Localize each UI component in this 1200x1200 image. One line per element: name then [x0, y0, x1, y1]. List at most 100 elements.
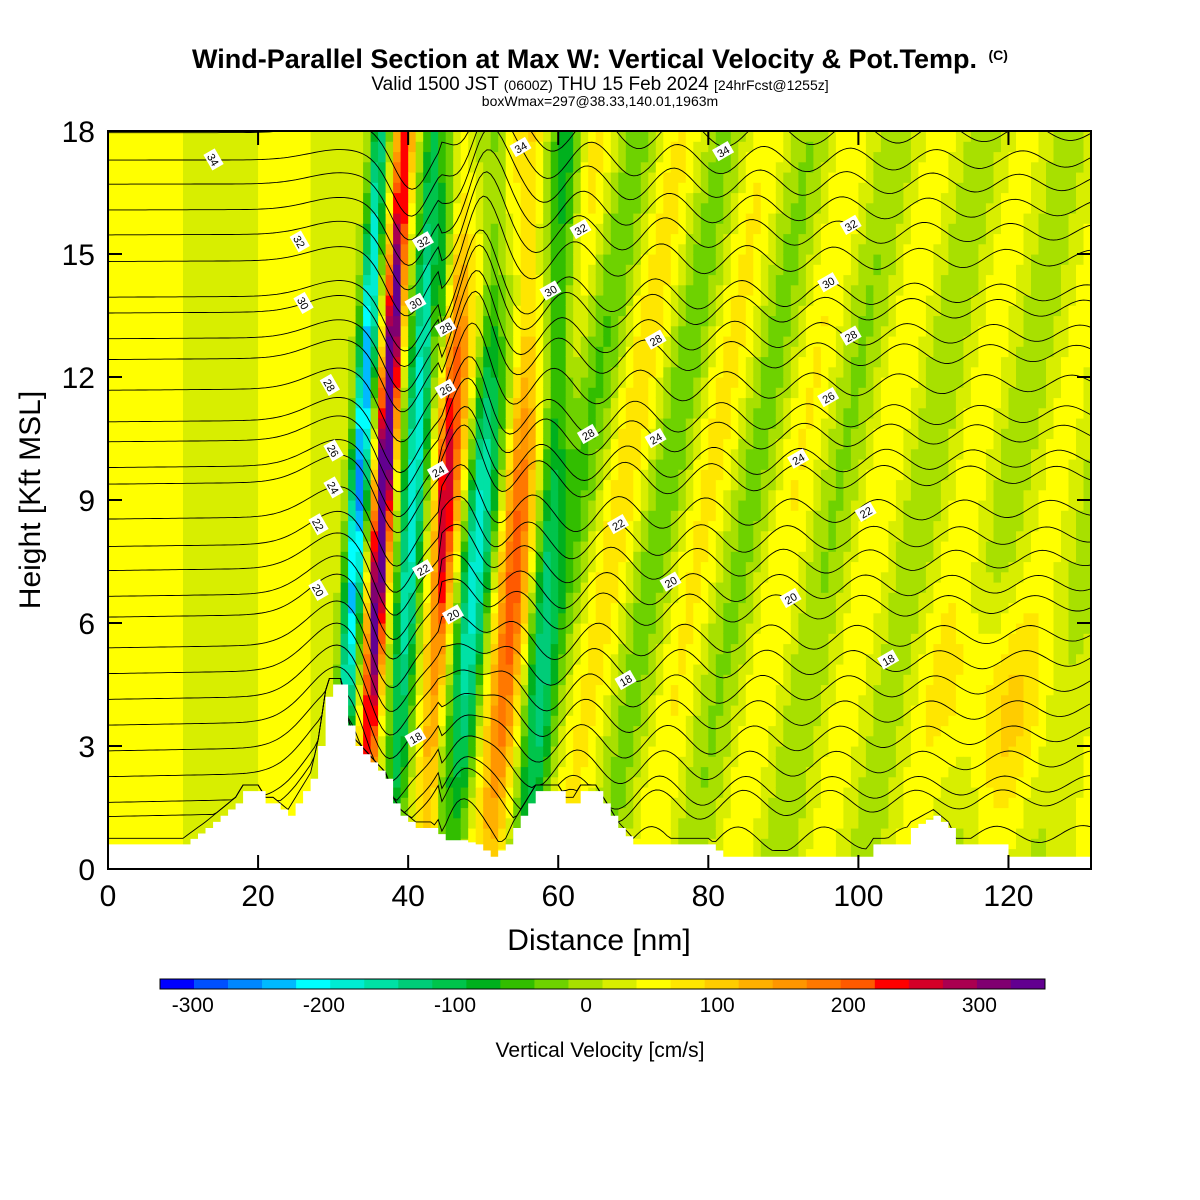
contour-label-text: 32: [415, 234, 432, 251]
colorbar-swatch: [534, 979, 569, 989]
colorbar-swatch: [194, 979, 229, 989]
theta-contour-line: [108, 677, 1091, 783]
forecast-info: [24hrFcst@1255z]: [714, 77, 829, 93]
contour-label-text: 32: [573, 222, 590, 239]
colorbar-swatch: [296, 979, 331, 989]
y-tick-label: 15: [62, 239, 95, 272]
theta-contour-line: [108, 573, 1091, 660]
contour-label-text: 22: [610, 517, 627, 534]
contour-label: 24: [644, 427, 667, 449]
colorbar-swatch: [806, 979, 842, 989]
contour-label-text: 34: [204, 152, 221, 169]
theta-contour-line: [108, 523, 1091, 616]
contour-label-text: 20: [663, 575, 680, 592]
y-axis: 0 3 6 9 12 15 18: [62, 116, 1091, 887]
contour-label: 34: [712, 140, 735, 162]
theta-contour-line: [108, 290, 1091, 413]
colorbar-swatch: [874, 979, 910, 989]
contour-label-text: 24: [791, 452, 808, 469]
x-tick-label: 0: [100, 880, 117, 913]
contour-label: 24: [426, 460, 449, 481]
contour-label-text: 28: [843, 329, 860, 346]
colorbar-swatch: [466, 979, 501, 989]
colorbar-swatch: [398, 979, 433, 989]
y-tick-label: 3: [78, 731, 95, 764]
contour-label-text: 22: [415, 562, 432, 579]
y-tick-label: 18: [62, 116, 95, 149]
theta-contour-line: [108, 644, 1091, 736]
contour-labels: 34 32 30 28 26 24 22 20 32 30 28 26 24 22 20 18 34 32 30 28…: [203, 136, 900, 748]
theta-contour-line: [108, 131, 1091, 217]
y-tick-label: 6: [78, 608, 95, 641]
contour-label-text: 18: [618, 673, 635, 690]
theta-contour-line: [108, 356, 1091, 474]
colorbar-tick-label: -100: [434, 994, 476, 1017]
contour-label: 26: [323, 439, 344, 462]
colorbar: -300 -200 -100 0 100 200 300: [159, 978, 1046, 1017]
terrain-mask: [108, 684, 1091, 869]
colorbar-swatch: [1010, 979, 1046, 989]
contour-label-text: 32: [290, 234, 307, 251]
y-tick-label: 12: [62, 362, 95, 395]
chart-title: Wind-Parallel Section at Max W: Vertical…: [0, 44, 1200, 75]
y-axis-label: Height [Kft MSL]: [14, 391, 47, 609]
theta-contour-line: [108, 229, 1091, 352]
theta-contour-line: [108, 464, 1091, 567]
contour-label-text: 26: [324, 443, 341, 460]
contour-label-text: 24: [648, 431, 665, 448]
contour-label: 20: [659, 571, 682, 592]
contour-label: 26: [817, 386, 840, 408]
colorbar-swatch: [636, 979, 671, 989]
contour-label-text: 22: [309, 517, 326, 534]
box-info: boxWmax=297@38.33,140.01,1963m: [481, 93, 719, 109]
contour-label: 22: [411, 559, 434, 580]
x-tick-label: 60: [542, 880, 575, 913]
contour-label-text: 24: [430, 464, 447, 481]
contour-label: 18: [614, 669, 637, 691]
contour-label-text: 20: [783, 591, 800, 608]
contour-label: 28: [576, 423, 599, 445]
theta-contour-line: [108, 244, 1091, 367]
contour-label-text: 26: [821, 390, 838, 407]
theta-contour-line: [108, 495, 1091, 593]
valid-prefix: Valid 1500 JST: [371, 74, 499, 95]
theta-contour-line: [108, 322, 1091, 443]
contour-label: 30: [404, 292, 427, 313]
x-tick-label: 40: [391, 880, 424, 913]
chart-title-text: Wind-Parallel Section at Max W: Vertical…: [192, 44, 977, 74]
contour-label-text: 30: [408, 296, 425, 313]
contour-label: 32: [289, 230, 310, 253]
colorbar-swatch: [772, 979, 808, 989]
colorbar-swatch: [670, 979, 705, 989]
contour-label: 28: [644, 329, 667, 350]
theta-contour-line: [108, 171, 1091, 291]
contour-label: 20: [308, 578, 329, 601]
contour-label: 28: [434, 317, 457, 338]
contour-label: 20: [779, 587, 802, 609]
contour-label-text: 18: [408, 730, 425, 747]
contour-label: 28: [319, 373, 340, 396]
colorbar-swatch: [976, 979, 1012, 989]
terrain: [108, 684, 1091, 869]
copyright-mark: (C): [988, 47, 1008, 63]
contour-label: 30: [293, 291, 314, 314]
contour-label: 22: [607, 514, 630, 535]
contour-label: 18: [877, 649, 900, 670]
colorbar-swatch: [738, 979, 773, 989]
theta-contour-line: [108, 131, 1091, 241]
colorbar-swatch: [160, 979, 195, 989]
contour-label: 22: [854, 501, 877, 522]
theta-contour-line: [108, 149, 1091, 266]
contour-label-text: 20: [445, 607, 462, 624]
theta-contour-line: [108, 406, 1091, 518]
colorbar-swatch: [500, 979, 535, 989]
contour-label: 26: [434, 378, 457, 399]
contour-label-text: 28: [580, 427, 597, 444]
contour-label: 32: [411, 231, 434, 252]
contour-label-text: 18: [881, 653, 898, 670]
contour-label: 32: [839, 214, 862, 235]
contour-label-text: 28: [320, 377, 337, 394]
contour-label: 30: [817, 272, 840, 293]
theta-contours: [108, 131, 1091, 851]
